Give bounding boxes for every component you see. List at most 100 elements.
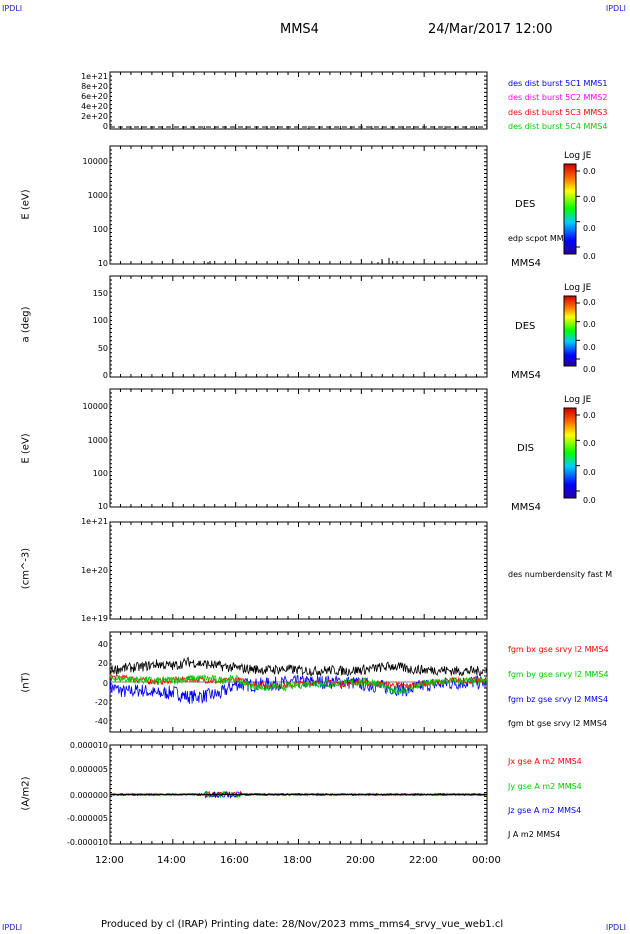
time-label-0: 12:00	[95, 855, 124, 866]
p3-colorbar-title: Log JE	[564, 283, 592, 293]
p6-series-bx	[109, 673, 488, 690]
panel7-ylabel: (A/m2)	[20, 776, 32, 811]
p2-colorbar-title: Log JE	[564, 151, 592, 161]
p6-legend-bt: fgm bt gse srvy l2 MMS4	[508, 719, 607, 728]
time-label-5: 22:00	[409, 855, 438, 866]
p4-tick-0: 10000	[82, 402, 108, 411]
corner-mark-top-left: IPDLI	[2, 4, 23, 13]
p1-legend-mms1: des dist burst 5C1 MMS1	[508, 79, 608, 88]
p7-series-jy	[109, 790, 488, 799]
p6-tick-3: -20	[94, 698, 108, 707]
time-label-2: 16:00	[220, 855, 249, 866]
p5-tick-2: 1e+19	[81, 614, 108, 623]
p4-cbar-tick-3: 0.0	[583, 496, 596, 505]
p7-tick-0: 0.000010	[69, 741, 108, 750]
p2-cbar-tick-3: 0.0	[583, 252, 596, 261]
p5-legend: des numberdensity fast M	[508, 570, 613, 579]
p1-tick-2: 6e+20	[81, 92, 108, 101]
colorbars	[563, 163, 580, 499]
p3-frame	[109, 275, 488, 378]
p1-tick-0: 1e+21	[81, 72, 108, 81]
time-label-3: 18:00	[283, 855, 312, 866]
p4-tick-3: 10	[97, 502, 108, 511]
p6-tick-2: 0	[102, 679, 108, 688]
p3-instrument-label: DES	[515, 321, 536, 332]
p4-frame	[109, 388, 488, 508]
panel-frames	[109, 71, 488, 845]
p2-tick-1: 1000	[87, 191, 108, 200]
p6-frame	[109, 631, 488, 733]
p4-spacecraft-label: MMS4	[511, 502, 541, 513]
p2-tick-3: 10	[97, 259, 108, 268]
p4-cbar-tick-2: 0.0	[583, 468, 596, 477]
p2-instrument-label: DES	[515, 199, 536, 210]
p1-legend-mms3: des dist burst 5C3 MMS3	[508, 108, 608, 117]
p6-tick-4: -40	[94, 717, 108, 726]
panel3-ylabel: a (deg)	[20, 306, 32, 343]
panel5-ylabel: (cm^-3)	[20, 547, 32, 590]
p7-tick-4: -0.000010	[66, 838, 108, 847]
p4-cbar-tick-1: 0.0	[583, 439, 596, 448]
p7-legend-jy: Jy gse A m2 MMS4	[508, 782, 582, 791]
p1-tick-4: 2e+20	[81, 112, 108, 121]
p2-overlay-label: edp scpot MMS4	[508, 234, 574, 243]
p2-tick-2: 100	[92, 225, 108, 234]
p6-series-bt	[109, 656, 488, 677]
data-marks	[109, 126, 488, 799]
time-label-1: 14:00	[157, 855, 186, 866]
p6-legend-bx: fgm bx gse srvy l2 MMS4	[508, 645, 609, 654]
p4-cbar-tick-0: 0.0	[583, 411, 596, 420]
p7-tick-1: 0.000005	[69, 765, 108, 774]
p6-series-by	[109, 673, 488, 696]
p3-cbar-tick-1: 0.0	[583, 320, 596, 329]
colorbar-3	[563, 295, 577, 367]
p6-legend-by: fgm by gse srvy l2 MMS4	[508, 670, 609, 679]
p7-series-jz	[109, 791, 488, 799]
p3-spacecraft-label: MMS4	[511, 370, 541, 381]
p4-tick-2: 100	[92, 469, 108, 478]
p4-colorbar-title: Log JE	[564, 395, 592, 405]
p1-legend-mms2: des dist burst 5C2 MMS2	[508, 93, 608, 102]
corner-mark-bottom-left: IPDLI	[2, 923, 23, 932]
p7-legend-jz: Jz gse A m2 MMS4	[508, 806, 582, 815]
p5-tick-1: 1e+20	[81, 566, 108, 575]
p3-tick-3: 0	[102, 371, 108, 380]
p1-legend-mms4: des dist burst 5C4 MMS4	[508, 122, 608, 131]
p7-legend-j: J A m2 MMS4	[508, 830, 561, 839]
date-title: 24/Mar/2017 12:00	[428, 22, 553, 37]
p1-tick-1: 8e+20	[81, 82, 108, 91]
p3-tick-0: 150	[92, 289, 108, 298]
footer-credits: Produced by cl (IRAP) Printing date: 28/…	[101, 919, 504, 930]
p2-frame	[109, 145, 488, 265]
p3-tick-2: 50	[97, 344, 108, 353]
spacecraft-title: MMS4	[280, 22, 319, 37]
panel4-ylabel: E (eV)	[20, 433, 32, 464]
p2-cbar-tick-2: 0.0	[583, 224, 596, 233]
p7-tick-2: 0.000000	[69, 791, 108, 800]
time-label-6: 00:00	[472, 855, 501, 866]
panel2-ylabel: E (eV)	[20, 189, 32, 220]
p6-tick-0: 40	[97, 640, 108, 649]
corner-mark-top-right: IPDLI	[605, 4, 626, 13]
panel6-ylabel: (nT)	[20, 672, 32, 693]
p5-tick-0: 1e+21	[81, 517, 108, 526]
p1-frame	[109, 71, 488, 130]
p4-instrument-label: DIS	[517, 443, 534, 454]
p2-cbar-tick-0: 0.0	[583, 167, 596, 176]
p1-tick-5: 0	[102, 122, 108, 131]
p5-frame	[109, 521, 488, 620]
p3-cbar-tick-3: 0.0	[583, 365, 596, 374]
p1-tick-3: 4e+20	[81, 102, 108, 111]
p6-tick-1: 20	[97, 659, 108, 668]
p2-cbar-tick-1: 0.0	[583, 195, 596, 204]
p7-frame	[109, 744, 488, 845]
p6-series-bz	[109, 674, 488, 704]
p7-series-jx	[109, 790, 488, 799]
p3-cbar-tick-0: 0.0	[583, 298, 596, 307]
p6-legend-bz: fgm bz gse srvy l2 MMS4	[508, 695, 609, 704]
time-label-4: 20:00	[346, 855, 375, 866]
p3-cbar-tick-2: 0.0	[583, 343, 596, 352]
p7-tick-3: -0.000005	[66, 814, 108, 823]
p2-tick-0: 10000	[82, 157, 108, 166]
p2-spacecraft-label: MMS4	[511, 258, 541, 269]
